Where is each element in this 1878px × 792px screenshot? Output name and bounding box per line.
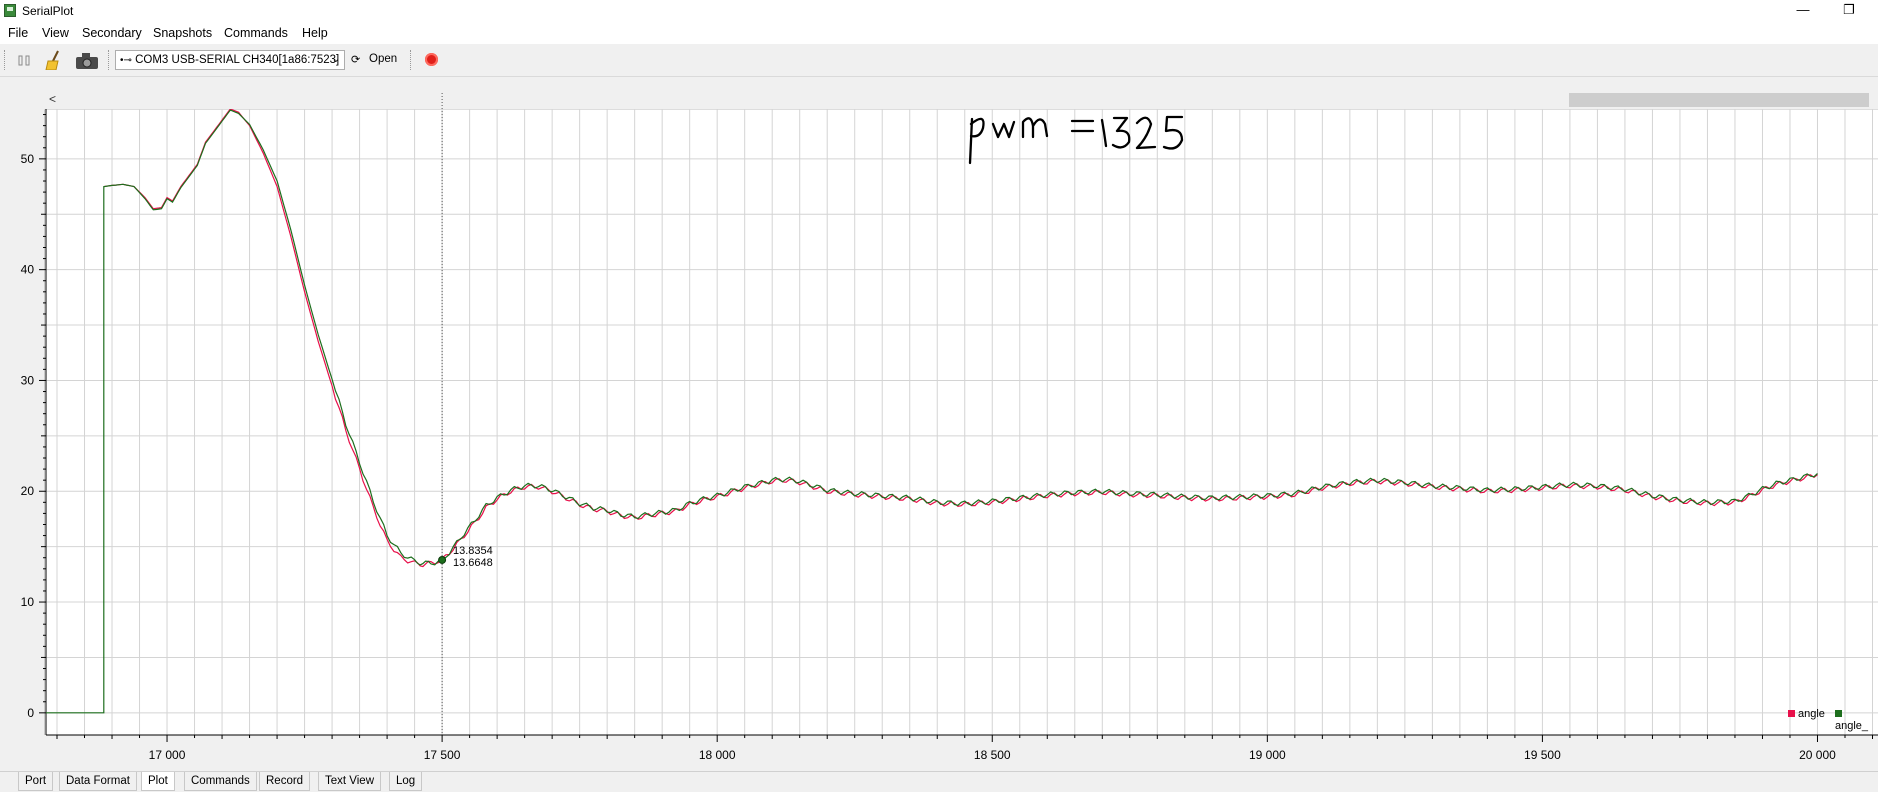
plot-grid [46, 109, 1878, 735]
tab-bar: Port Data Format Plot Commands Record Te… [0, 771, 1878, 792]
y-tick-label: 40 [21, 263, 35, 277]
y-tick-label: 0 [27, 706, 34, 720]
tab-data-format[interactable]: Data Format [59, 772, 137, 791]
tab-commands[interactable]: Commands [184, 772, 257, 791]
legend-swatch [1835, 710, 1842, 717]
cursor-value-1: 13.8354 [453, 545, 493, 557]
x-tick-label: 19 500 [1524, 748, 1561, 762]
cursor-marker [439, 556, 446, 563]
legend-item-angle[interactable]: angle [1788, 708, 1825, 720]
x-tick-label: 19 000 [1249, 748, 1286, 762]
y-tick-label: 50 [21, 152, 35, 166]
series-line-angle [104, 109, 1818, 567]
x-tick-label: 17 000 [149, 748, 186, 762]
y-tick-label: 30 [21, 373, 35, 387]
plot-series [46, 109, 1818, 713]
y-tick-label: 10 [21, 595, 35, 609]
handwritten-annotation [970, 117, 1182, 163]
cursor-value-2: 13.6648 [453, 557, 493, 569]
x-tick-label: 17 500 [424, 748, 461, 762]
cursor-readout: 13.8354 13.6648 [453, 545, 493, 569]
legend-item-angle-setpoint[interactable]: angle_ [1835, 708, 1878, 732]
tab-record[interactable]: Record [259, 772, 310, 791]
legend-label: angle_ [1835, 720, 1868, 732]
tab-plot[interactable]: Plot [141, 772, 175, 791]
legend-swatch [1788, 710, 1795, 717]
x-tick-label: 18 000 [699, 748, 736, 762]
x-tick-label: 20 000 [1799, 748, 1836, 762]
series-line-angle_ [46, 110, 1818, 713]
tab-text-view[interactable]: Text View [318, 772, 381, 791]
tab-port[interactable]: Port [18, 772, 53, 791]
y-tick-label: 20 [21, 484, 35, 498]
x-tick-label: 18 500 [974, 748, 1011, 762]
tab-log[interactable]: Log [389, 772, 422, 791]
legend-label: angle [1798, 708, 1825, 720]
